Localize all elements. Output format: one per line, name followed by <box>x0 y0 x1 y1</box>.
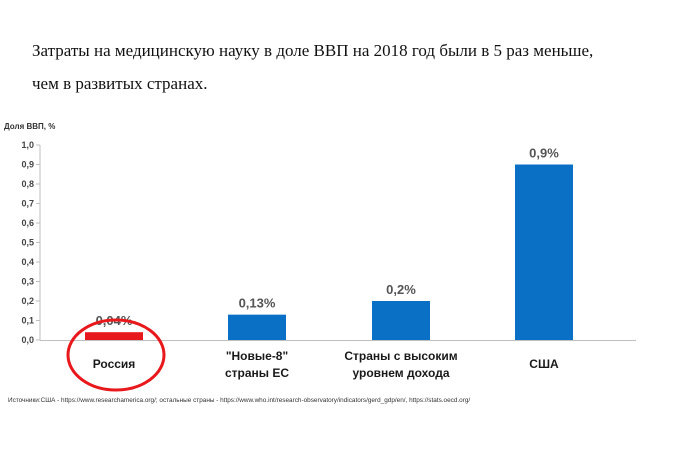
y-tick-label: 0,3 <box>21 277 34 287</box>
intro-line-2: чем в развитых странах. <box>32 74 208 93</box>
category-label: Страны с высоким <box>344 349 457 363</box>
y-tick-label: 0,6 <box>21 218 34 228</box>
bar <box>228 314 286 340</box>
intro-text: Затраты на медицинскую науку в доле ВВП … <box>32 34 672 100</box>
bar <box>372 301 430 340</box>
category-label: "Новые-8" <box>226 349 288 363</box>
y-tick-label: 1,0 <box>21 140 34 150</box>
y-tick-label: 0,1 <box>21 316 34 326</box>
y-tick-label: 0,5 <box>21 238 34 248</box>
y-axis-label: Доля ВВП, % <box>4 122 55 131</box>
category-label: страны ЕС <box>225 366 289 380</box>
bar <box>85 332 143 340</box>
value-label: 0,13% <box>239 296 276 311</box>
y-tick-label: 0,7 <box>21 199 34 209</box>
sources-footnote: Источники:США - https://www.researchamer… <box>8 397 471 404</box>
y-tick-label: 0,8 <box>21 179 34 189</box>
y-ticks: 0,0 0,1 0,2 0,3 0,4 0,5 0,6 0,7 0,8 0,9 1,0 <box>21 140 40 345</box>
category-labels: Россия "Новые-8" страны ЕС Страны с высоким… <box>93 349 559 380</box>
y-tick-label: 0,9 <box>21 160 34 170</box>
category-label: уровнем дохода <box>352 366 449 380</box>
category-label: США <box>529 357 559 371</box>
y-tick-label: 0,4 <box>21 257 34 267</box>
bar <box>515 164 573 340</box>
highlight-circle <box>66 318 166 392</box>
value-label: 0,2% <box>386 282 416 297</box>
bars <box>85 164 573 340</box>
category-label: Россия <box>93 357 136 371</box>
intro-line-1: Затраты на медицинскую науку в доле ВВП … <box>32 41 594 60</box>
value-labels: 0,04%0,13%0,2%0,9% <box>96 146 560 329</box>
value-label: 0,9% <box>529 146 559 161</box>
y-tick-label: 0,2 <box>21 296 34 306</box>
bar-chart: Доля ВВП, % 0,00,10,20,30,40,50,60,70,80… <box>4 122 636 392</box>
y-tick-label: 0,0 <box>21 335 34 345</box>
